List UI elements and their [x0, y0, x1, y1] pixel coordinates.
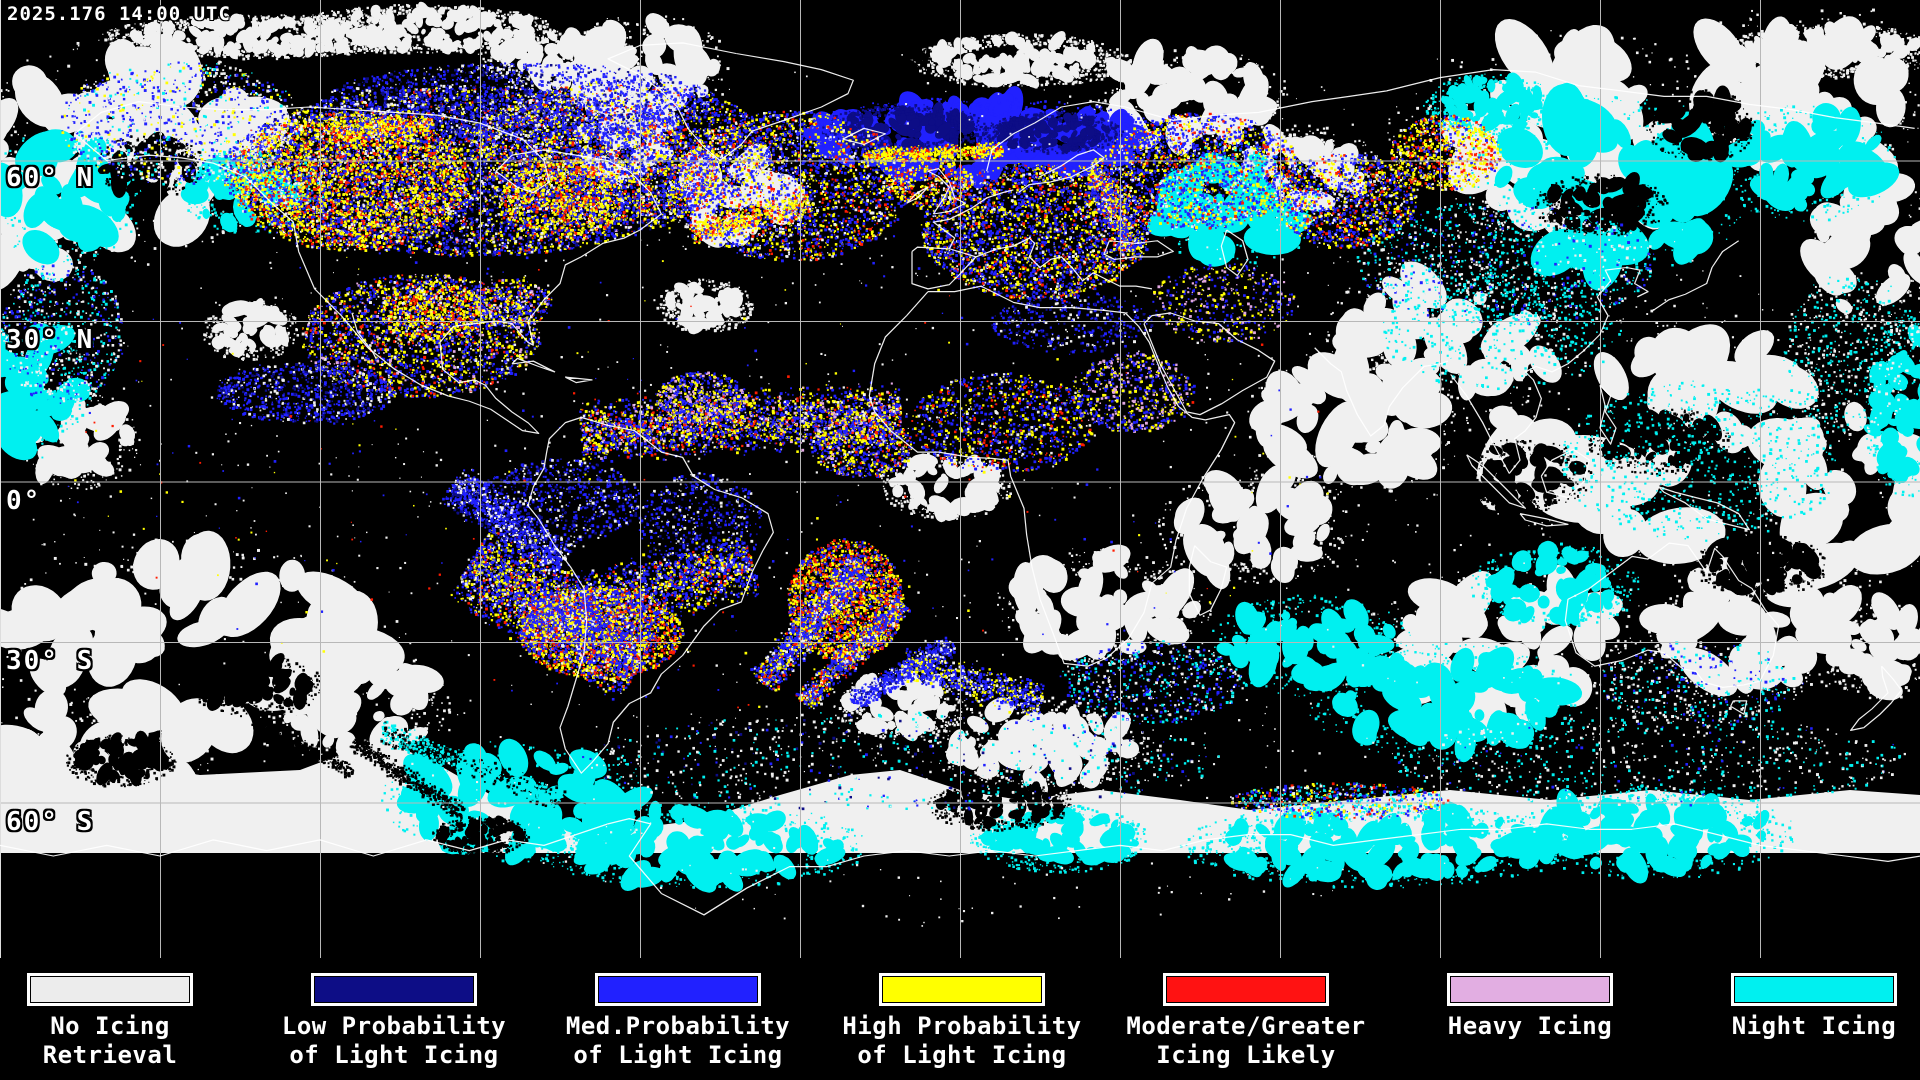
legend-label: Moderate/Greater	[1126, 1012, 1366, 1040]
night-icing-swatch	[1734, 976, 1894, 1003]
med-probability-swatch	[598, 976, 758, 1003]
moderate-greater-swatch	[1166, 976, 1326, 1003]
latitude-label-60n: 60° N	[6, 163, 95, 193]
latitude-label-30n: 30° N	[6, 325, 95, 355]
legend-label: of Light Icing	[857, 1041, 1067, 1069]
legend-item-high-probability: High Probability of Light Icing	[822, 963, 1102, 1070]
legend-label: Low Probability	[281, 1012, 507, 1040]
latitude-label-30s: 30° S	[6, 646, 95, 676]
legend-label: High Probability	[842, 1012, 1082, 1040]
timestamp-label: 2025.176 14:00 UTC	[7, 3, 231, 25]
legend-label: Heavy Icing	[1447, 1012, 1613, 1040]
legend-item-night-icing: Night Icing	[1674, 963, 1920, 1041]
legend-item-no-icing: No Icing Retrieval	[0, 963, 250, 1070]
legend-item-med-probability: Med.Probability of Light Icing	[538, 963, 818, 1070]
no-icing-swatch	[30, 976, 190, 1003]
latitude-label-60s: 60° S	[6, 807, 95, 837]
legend-item-low-probability: Low Probability of Light Icing	[254, 963, 534, 1070]
legend-label: Retrieval	[42, 1041, 178, 1069]
low-probability-swatch	[314, 976, 474, 1003]
legend-label: of Light Icing	[289, 1041, 499, 1069]
legend-label: of Light Icing	[573, 1041, 783, 1069]
heavy-icing-swatch	[1450, 976, 1610, 1003]
legend-item-heavy-icing: Heavy Icing	[1390, 963, 1670, 1041]
legend-item-moderate-greater: Moderate/Greater Icing Likely	[1106, 963, 1386, 1070]
legend-label: Night Icing	[1731, 1012, 1897, 1040]
legend-label: Icing Likely	[1156, 1041, 1336, 1069]
legend-label: No Icing	[50, 1012, 170, 1040]
high-probability-swatch	[882, 976, 1042, 1003]
world-icing-map: 2025.176 14:00 UTC 60° N 30° N 0° 30° S …	[0, 0, 1920, 963]
legend: No Icing Retrieval Low Probability of Li…	[0, 963, 1920, 1080]
map-canvas	[0, 0, 1920, 963]
legend-label: Med.Probability	[565, 1012, 791, 1040]
latitude-label-0: 0°	[6, 486, 42, 516]
